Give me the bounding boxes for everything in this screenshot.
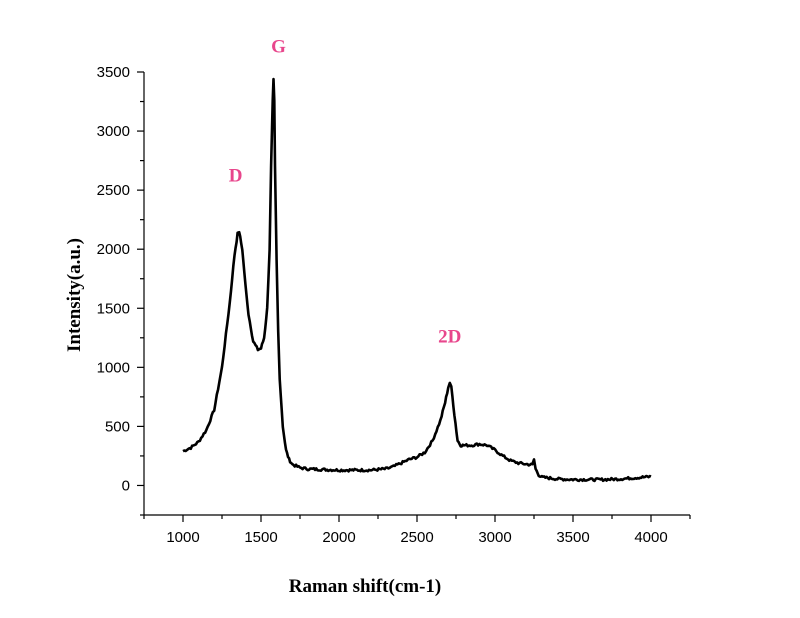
spectrum-line <box>182 77 652 483</box>
x-tick-label: 4000 <box>634 529 667 546</box>
peak-annotations: D G 2D <box>229 36 462 347</box>
y-tick-label: 2500 <box>97 182 130 199</box>
y-tick-label: 1500 <box>97 300 130 317</box>
tick-labels: 1000 1500 2000 2500 3000 3500 4000 0 500 1000 1500… <box>97 64 668 546</box>
x-tick-label: 3000 <box>478 529 511 546</box>
peak-label-g: G <box>271 36 286 57</box>
y-tick-label: 500 <box>105 418 130 435</box>
axes <box>143 72 690 516</box>
y-tick-label: 2000 <box>97 241 130 258</box>
y-tick-label: 1000 <box>97 359 130 376</box>
y-axis-title: Intensity(a.u.) <box>64 238 85 352</box>
peak-label-2d: 2D <box>438 327 461 348</box>
x-tick-label: 2000 <box>322 529 355 546</box>
y-tick-label: 3500 <box>97 64 130 81</box>
x-tick-label: 2500 <box>400 529 433 546</box>
peak-label-d: D <box>229 165 243 186</box>
y-tick-label: 3000 <box>97 123 130 140</box>
x-axis-title: Raman shift(cm-1) <box>289 576 442 597</box>
ticks <box>137 71 691 522</box>
x-tick-label: 3500 <box>556 529 589 546</box>
x-tick-label: 1500 <box>244 529 277 546</box>
y-tick-label: 0 <box>122 477 130 494</box>
x-tick-label: 1000 <box>166 529 199 546</box>
